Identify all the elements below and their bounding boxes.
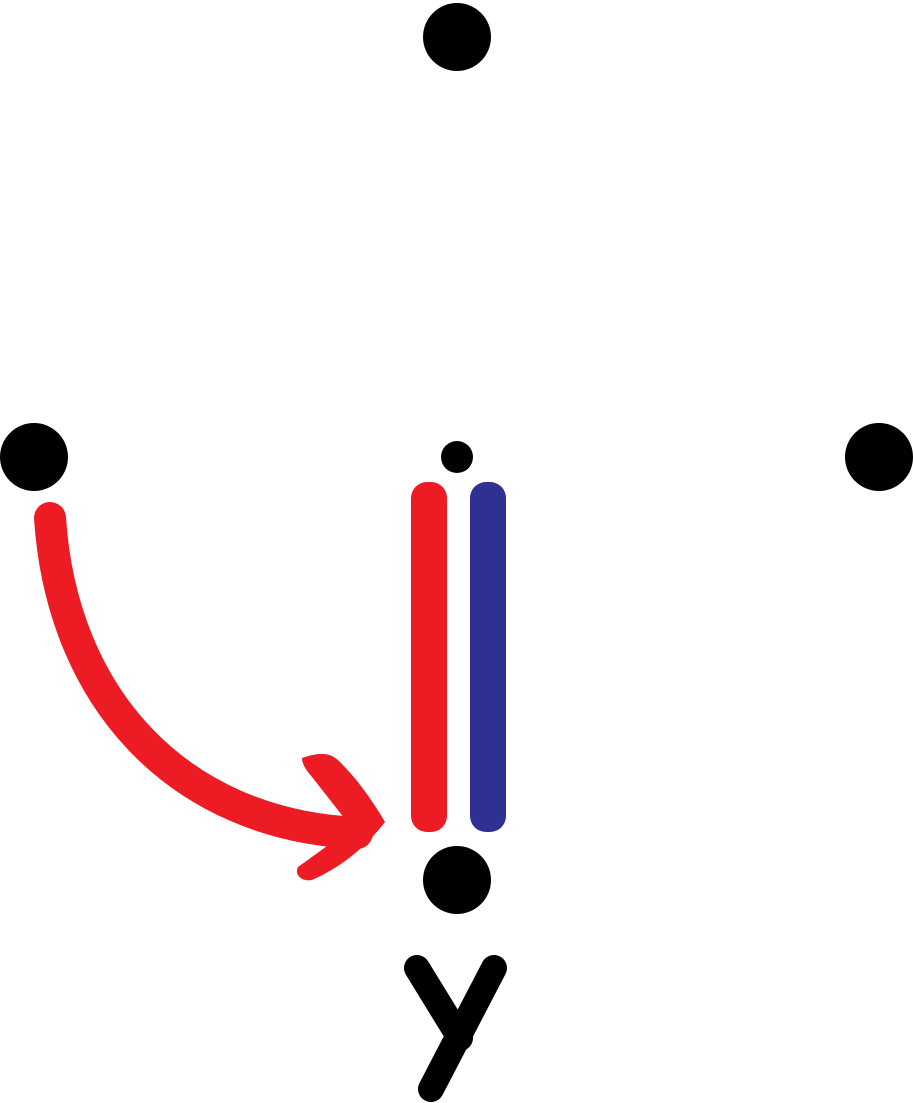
left-dot xyxy=(0,423,68,491)
curved-arrow-head xyxy=(296,753,385,881)
label-y-glyph xyxy=(404,955,507,1102)
label-y-text: y xyxy=(454,1072,460,1083)
small-center-dot xyxy=(441,441,473,473)
top-dot xyxy=(423,3,491,71)
right-dot xyxy=(845,423,913,491)
left-bond-bar xyxy=(411,482,447,832)
curved-arrow-shaft xyxy=(34,502,373,849)
bottom-dot xyxy=(423,846,491,914)
right-bond-bar xyxy=(470,482,506,832)
